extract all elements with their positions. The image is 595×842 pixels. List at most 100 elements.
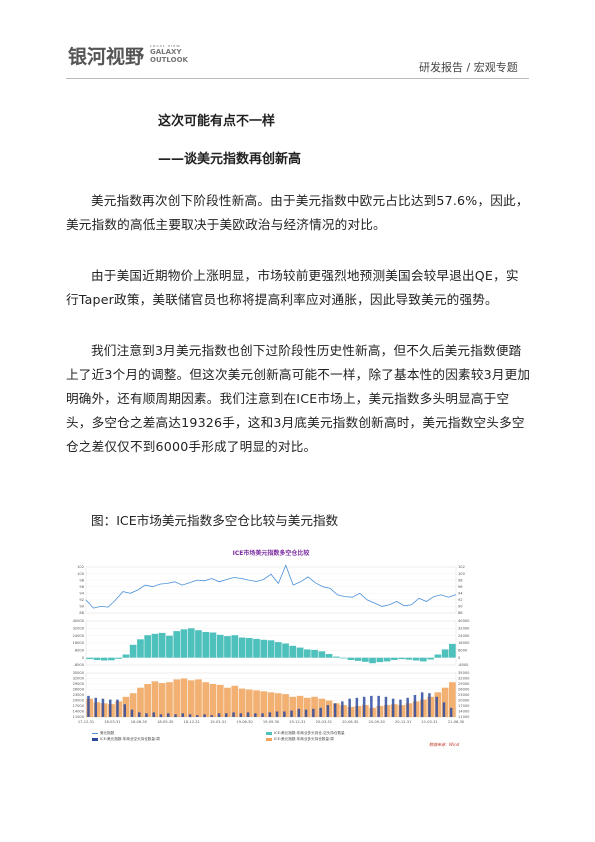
logo-chinese: 银河视野 (68, 46, 145, 68)
bar-net-position (289, 645, 297, 658)
panel-3-right-tick-label: 32000 (458, 677, 470, 681)
logo-english: LOCAL VIEW GALAXY OUTLOOK (150, 44, 188, 65)
legend-label-long: ICE:美元指数:非商业多头持仓数量:周 (274, 737, 334, 741)
bar-long-position (260, 691, 268, 717)
bar-short-position (428, 693, 431, 717)
bar-net-position (100, 657, 108, 661)
bar-net-position (333, 656, 340, 658)
logo-galaxy: GALAXY (150, 48, 182, 56)
bar-short-position (304, 709, 308, 717)
paragraph-1-text: 美元指数再次创下阶段性新高。由于美元指数中欧元占比达到57.6%，因此，美元指数… (66, 193, 529, 232)
bar-short-position (196, 715, 199, 717)
bar-net-position (151, 633, 159, 658)
bar-long-position (216, 684, 224, 717)
bar-short-position (225, 713, 228, 717)
panel-2-left-tick-label: 16000 (73, 641, 85, 645)
bar-net-position (303, 649, 311, 658)
bar-short-position (101, 698, 105, 717)
bar-short-position (384, 696, 388, 717)
x-tick-label: 18-12-31 (184, 720, 200, 724)
panel-1-left-tick-label: 96 (79, 585, 84, 589)
bar-short-position (283, 711, 286, 717)
panel-3-left-tick-label: 23000 (73, 693, 85, 697)
document-title: 这次可能有点不一样 (158, 114, 276, 129)
bar-net-position (296, 647, 304, 658)
bar-net-position (166, 635, 173, 658)
bar-net-position (267, 640, 275, 658)
paragraph-1: 美元指数再次创下阶段性新高。由于美元指数中欧元占比达到57.6%，因此，美元指数… (66, 189, 531, 237)
panel-1-right-tick-label: 92 (458, 598, 463, 602)
bar-net-position (412, 657, 420, 661)
bar-net-position (405, 657, 413, 660)
bar-long-position (137, 687, 144, 717)
bar-short-position (362, 696, 366, 717)
bar-long-position (180, 678, 188, 717)
x-tick-label: 20-06-30 (342, 720, 359, 724)
bar-net-position (369, 657, 376, 664)
panel-2-left-tick-label: 24000 (73, 634, 85, 638)
bar-short-position (109, 699, 112, 717)
panel-3-left-tick-label: 17000 (73, 704, 85, 708)
panel-1-right-tick-label: 100 (458, 572, 466, 576)
bar-short-position (174, 714, 177, 718)
bar-short-position (181, 713, 184, 717)
bar-net-position (398, 657, 405, 660)
x-tick-label: 17-12-31 (78, 720, 94, 724)
bar-net-position (434, 654, 442, 658)
chart-title: ICE市场美元指数多空仓比较 (232, 550, 310, 557)
bar-short-position (290, 710, 293, 717)
x-tick-label: 21-06-30 (448, 720, 465, 724)
x-tick-label: 20-09-30 (369, 720, 386, 724)
bar-long-position (311, 696, 318, 717)
bar-short-position (268, 712, 272, 717)
bar-net-position (187, 628, 195, 658)
bar-short-position (442, 702, 446, 717)
bar-short-position (217, 713, 221, 717)
panel-1-right-tick-label: 88 (458, 611, 463, 615)
logo-tagline: LOCAL VIEW (150, 44, 181, 48)
bar-short-position (319, 707, 322, 717)
bar-net-position (449, 643, 456, 658)
panel-3-left-tick-label: 29000 (73, 682, 85, 686)
bar-short-position (275, 711, 279, 717)
bar-net-position (209, 632, 217, 658)
logo-outlook: OUTLOOK (150, 56, 188, 64)
panel-1-right-tick-label: 90 (458, 605, 463, 609)
bar-short-position (348, 698, 351, 717)
bar-net-position (260, 639, 268, 658)
bar-net-position (427, 657, 434, 660)
panel-3-right-tick-label: 17000 (458, 704, 470, 708)
x-tick-label: 19-06-30 (236, 720, 253, 724)
panel-3-left-tick-label: 35000 (73, 671, 85, 675)
bar-short-position (210, 715, 213, 717)
bar-net-position (318, 651, 326, 658)
bar-net-position (137, 639, 144, 658)
bar-net-position (158, 632, 166, 658)
paragraph-3: 我们注意到3月美元指数也创下过阶段性历史性新高，但不久后美元指数便踏上了近3个月… (66, 339, 531, 459)
bar-short-position (420, 692, 424, 718)
bar-short-position (333, 703, 337, 718)
panel-1-right-tick-label: 96 (458, 585, 463, 589)
bar-net-position (108, 657, 115, 661)
legend-item-short: ICE:美元指数:非商业空头持仓数量:周 (92, 737, 160, 742)
legend-item-long: ICE:美元指数:非商业多头持仓数量:周 (266, 737, 334, 742)
panel-1-left-tick-label: 90 (79, 605, 84, 609)
bar-long-position (202, 682, 210, 717)
bar-long-position (224, 687, 231, 717)
panel-3-right-tick-label: 11000 (458, 715, 470, 719)
logo: 银河视野 LOCAL VIEW GALAXY OUTLOOK (68, 42, 188, 69)
panel-1-left-tick-label: 100 (77, 572, 85, 576)
legend-label-dxy: 美元指数 (100, 731, 115, 735)
bar-net-position (340, 657, 347, 659)
bar-net-position (216, 634, 224, 658)
chart: ICE市场美元指数多空仓比较 102 100 98 96 94 92 90 88 102 100 9… (66, 545, 476, 750)
bar-net-position (376, 657, 384, 663)
x-tick-label: 20-03-31 (316, 720, 332, 724)
bar-net-position (93, 657, 101, 660)
bar-short-position (355, 697, 359, 718)
bar-net-position (311, 649, 318, 658)
panel-2-right-tick-label: -8000 (458, 663, 469, 667)
bar-short-position (138, 712, 141, 717)
panel-2-left-tick-label: 8000 (75, 649, 85, 653)
bar-net-position (420, 657, 427, 662)
